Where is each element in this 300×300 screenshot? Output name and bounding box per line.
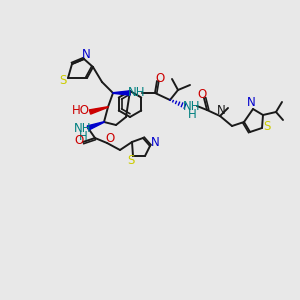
- Text: S: S: [127, 154, 135, 167]
- Text: O: O: [74, 134, 84, 146]
- Text: NH: NH: [128, 85, 146, 98]
- Text: N: N: [247, 97, 255, 110]
- Text: N: N: [151, 136, 159, 149]
- Polygon shape: [113, 91, 130, 95]
- Text: H: H: [188, 107, 196, 121]
- Text: H: H: [79, 130, 87, 142]
- Polygon shape: [89, 107, 108, 114]
- Text: N: N: [217, 104, 225, 118]
- Text: O: O: [105, 133, 115, 146]
- Text: O: O: [197, 88, 207, 100]
- Polygon shape: [87, 122, 104, 130]
- Text: N: N: [82, 47, 90, 61]
- Text: NH: NH: [74, 122, 92, 136]
- Text: O: O: [155, 71, 165, 85]
- Text: NH: NH: [183, 100, 201, 113]
- Text: HO: HO: [72, 104, 90, 118]
- Text: S: S: [59, 74, 67, 86]
- Text: S: S: [263, 119, 271, 133]
